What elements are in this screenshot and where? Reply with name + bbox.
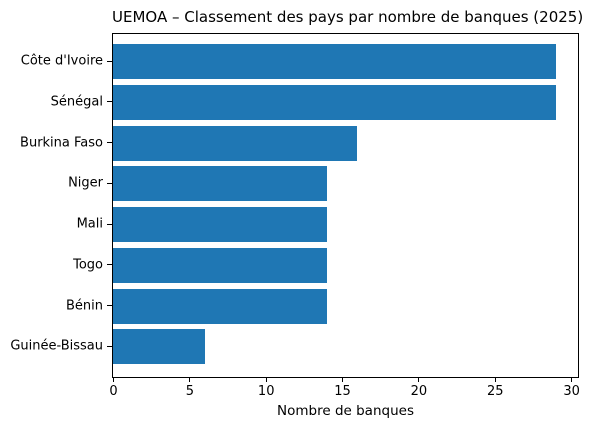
bar-togo [113,247,327,283]
y-tick-label: Niger [68,175,103,191]
plot-area [112,33,579,378]
y-tick-mark [107,101,112,103]
bar-b-nin [113,288,327,324]
y-tick-mark [107,142,112,143]
x-tick-mark [342,378,344,382]
x-tick-mark [418,378,420,382]
chart-title: UEMOA – Classement des pays par nombre d… [112,8,584,26]
x-tick-label: 5 [185,384,194,399]
bar-c-te-d-ivoire [113,44,556,79]
x-tick-mark [189,378,191,382]
y-tick-mark [107,60,112,62]
bar-niger [113,166,327,202]
y-tick-mark [107,345,112,347]
y-tick-label: Côte d'Ivoire [20,53,103,69]
x-tick-mark [571,378,573,382]
y-tick-label: Mali [76,216,103,232]
bar-guin-e-bissau [113,329,205,365]
y-tick-label: Sénégal [50,94,103,110]
y-tick-label: Guinée-Bissau [10,338,103,354]
y-tick-mark [107,182,112,184]
y-tick-mark [107,305,112,306]
y-tick-label: Burkina Faso [20,135,103,150]
x-tick-label: 30 [563,384,580,399]
x-tick-mark [265,378,267,382]
x-tick-label: 15 [334,384,351,399]
y-tick-label: Togo [73,257,103,273]
x-tick-label: 25 [486,384,504,399]
y-tick-label: Bénin [65,298,103,313]
x-tick-mark [494,378,496,382]
x-tick-label: 10 [257,384,275,399]
bar-s-n-gal [113,84,556,120]
x-tick-label: 20 [410,384,428,399]
y-tick-mark [107,264,112,266]
bar-burkina-faso [113,125,358,161]
x-tick-mark [113,378,114,382]
x-axis-label: Nombre de banques [277,403,414,419]
bar-mali [113,207,327,242]
y-tick-mark [107,223,112,225]
x-tick-label: 0 [109,384,118,399]
